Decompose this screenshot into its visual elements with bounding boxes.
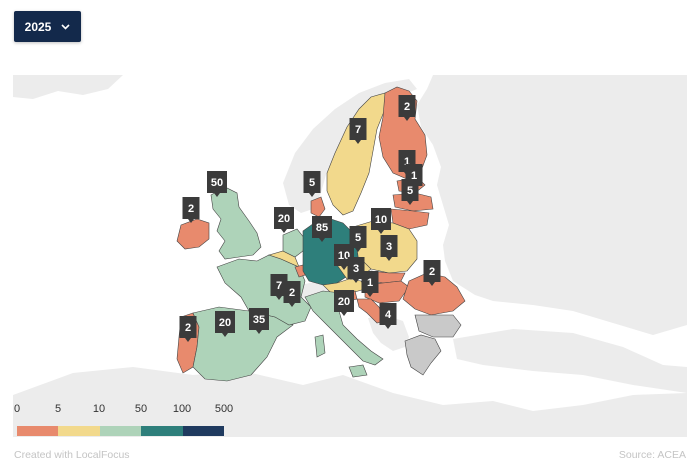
legend: 0 5 10 50 100 500 <box>13 403 233 437</box>
legend-color-scale <box>17 426 225 436</box>
value-marker[interactable]: 7 <box>349 118 367 144</box>
value-marker[interactable]: 2 <box>182 197 200 223</box>
value-marker[interactable]: 4 <box>379 303 397 329</box>
country-greece <box>404 334 442 376</box>
marker-pin <box>401 179 419 205</box>
value-marker[interactable]: 7 <box>270 274 288 300</box>
marker-value-label: 5 <box>407 185 413 197</box>
legend-tick: 100 <box>172 403 192 415</box>
country-italy-sicily <box>348 364 368 378</box>
marker-value-label: 20 <box>338 296 350 308</box>
value-marker[interactable]: 2 <box>398 95 416 121</box>
marker-pin <box>334 290 354 316</box>
marker-value-label: 4 <box>385 309 392 321</box>
country-netherlands <box>282 228 306 258</box>
marker-value-label: 7 <box>276 280 282 292</box>
marker-value-label: 2 <box>429 266 435 278</box>
marker-value-label: 10 <box>338 250 350 262</box>
marker-pin <box>283 281 301 307</box>
marker-pin <box>274 207 294 233</box>
legend-swatch-5-10 <box>58 426 100 436</box>
marker-pin <box>423 260 441 286</box>
marker-pin <box>303 171 321 197</box>
country-bulgaria <box>414 314 462 338</box>
marker-value-label: 5 <box>309 177 315 189</box>
marker-value-label: 85 <box>316 222 328 234</box>
country-denmark <box>310 196 326 218</box>
credit-text: Created with LocalFocus <box>14 449 130 461</box>
legend-swatch-10-50 <box>99 426 142 436</box>
legend-tick: 500 <box>214 403 234 415</box>
value-marker[interactable]: 2 <box>283 281 301 307</box>
legend-tick: 10 <box>92 403 106 415</box>
marker-value-label: 1 <box>367 277 373 289</box>
marker-pin <box>207 171 227 197</box>
legend-tick: 0 <box>13 403 21 415</box>
marker-value-label: 35 <box>253 314 265 326</box>
value-marker[interactable]: 3 <box>380 235 398 261</box>
marker-pin <box>380 235 398 261</box>
value-marker[interactable]: 2 <box>179 316 197 342</box>
marker-pin <box>361 271 379 297</box>
marker-value-label: 1 <box>404 156 410 168</box>
value-marker[interactable]: 5 <box>401 179 419 205</box>
marker-value-label: 2 <box>289 287 295 299</box>
country-belgium <box>267 250 300 268</box>
legend-tick: 50 <box>134 403 148 415</box>
value-marker[interactable]: 20 <box>334 290 354 316</box>
marker-value-label: 10 <box>375 214 387 226</box>
marker-value-label: 1 <box>411 170 417 182</box>
value-marker[interactable]: 50 <box>207 171 227 197</box>
value-marker[interactable]: 2 <box>423 260 441 286</box>
country-france <box>216 254 312 326</box>
legend-swatch-100-500 <box>182 426 225 436</box>
marker-value-label: 20 <box>219 317 231 329</box>
legend-tick: 5 <box>54 403 62 415</box>
marker-pin <box>215 311 235 337</box>
marker-pin <box>398 95 416 121</box>
country-luxembourg <box>294 264 306 278</box>
chevron-down-icon <box>61 23 70 30</box>
legend-swatch-0-5 <box>17 426 59 436</box>
marker-pin <box>182 197 200 223</box>
marker-value-label: 7 <box>355 124 361 136</box>
marker-value-label: 3 <box>386 241 392 253</box>
marker-value-label: 2 <box>185 322 191 334</box>
value-marker[interactable]: 20 <box>274 207 294 233</box>
marker-value-label: 20 <box>278 213 290 225</box>
value-marker[interactable]: 1 <box>361 271 379 297</box>
marker-pin <box>349 118 367 144</box>
year-dropdown[interactable]: 2025 <box>14 11 81 42</box>
value-marker[interactable]: 5 <box>303 171 321 197</box>
marker-pin <box>270 274 288 300</box>
value-marker[interactable]: 3 <box>347 257 365 283</box>
year-dropdown-value: 2025 <box>24 19 52 34</box>
marker-pin <box>312 216 332 242</box>
marker-value-label: 2 <box>188 203 194 215</box>
value-marker[interactable]: 10 <box>371 208 391 234</box>
marker-pin <box>379 303 397 329</box>
marker-pin <box>249 308 269 334</box>
country-united-kingdom <box>210 186 262 260</box>
value-marker[interactable]: 35 <box>249 308 269 334</box>
marker-value-label: 3 <box>353 263 359 275</box>
marker-pin <box>179 316 197 342</box>
legend-swatch-50-100 <box>141 426 183 436</box>
source-text: Source: ACEA <box>618 449 686 461</box>
marker-value-label: 5 <box>355 232 361 244</box>
country-ireland <box>176 218 210 250</box>
marker-value-label: 2 <box>404 101 410 113</box>
value-marker[interactable]: 85 <box>312 216 332 242</box>
value-marker[interactable]: 20 <box>215 311 235 337</box>
country-italy-sardinia <box>314 334 326 358</box>
marker-value-label: 50 <box>211 177 223 189</box>
marker-pin <box>347 257 365 283</box>
marker-pin <box>371 208 391 234</box>
